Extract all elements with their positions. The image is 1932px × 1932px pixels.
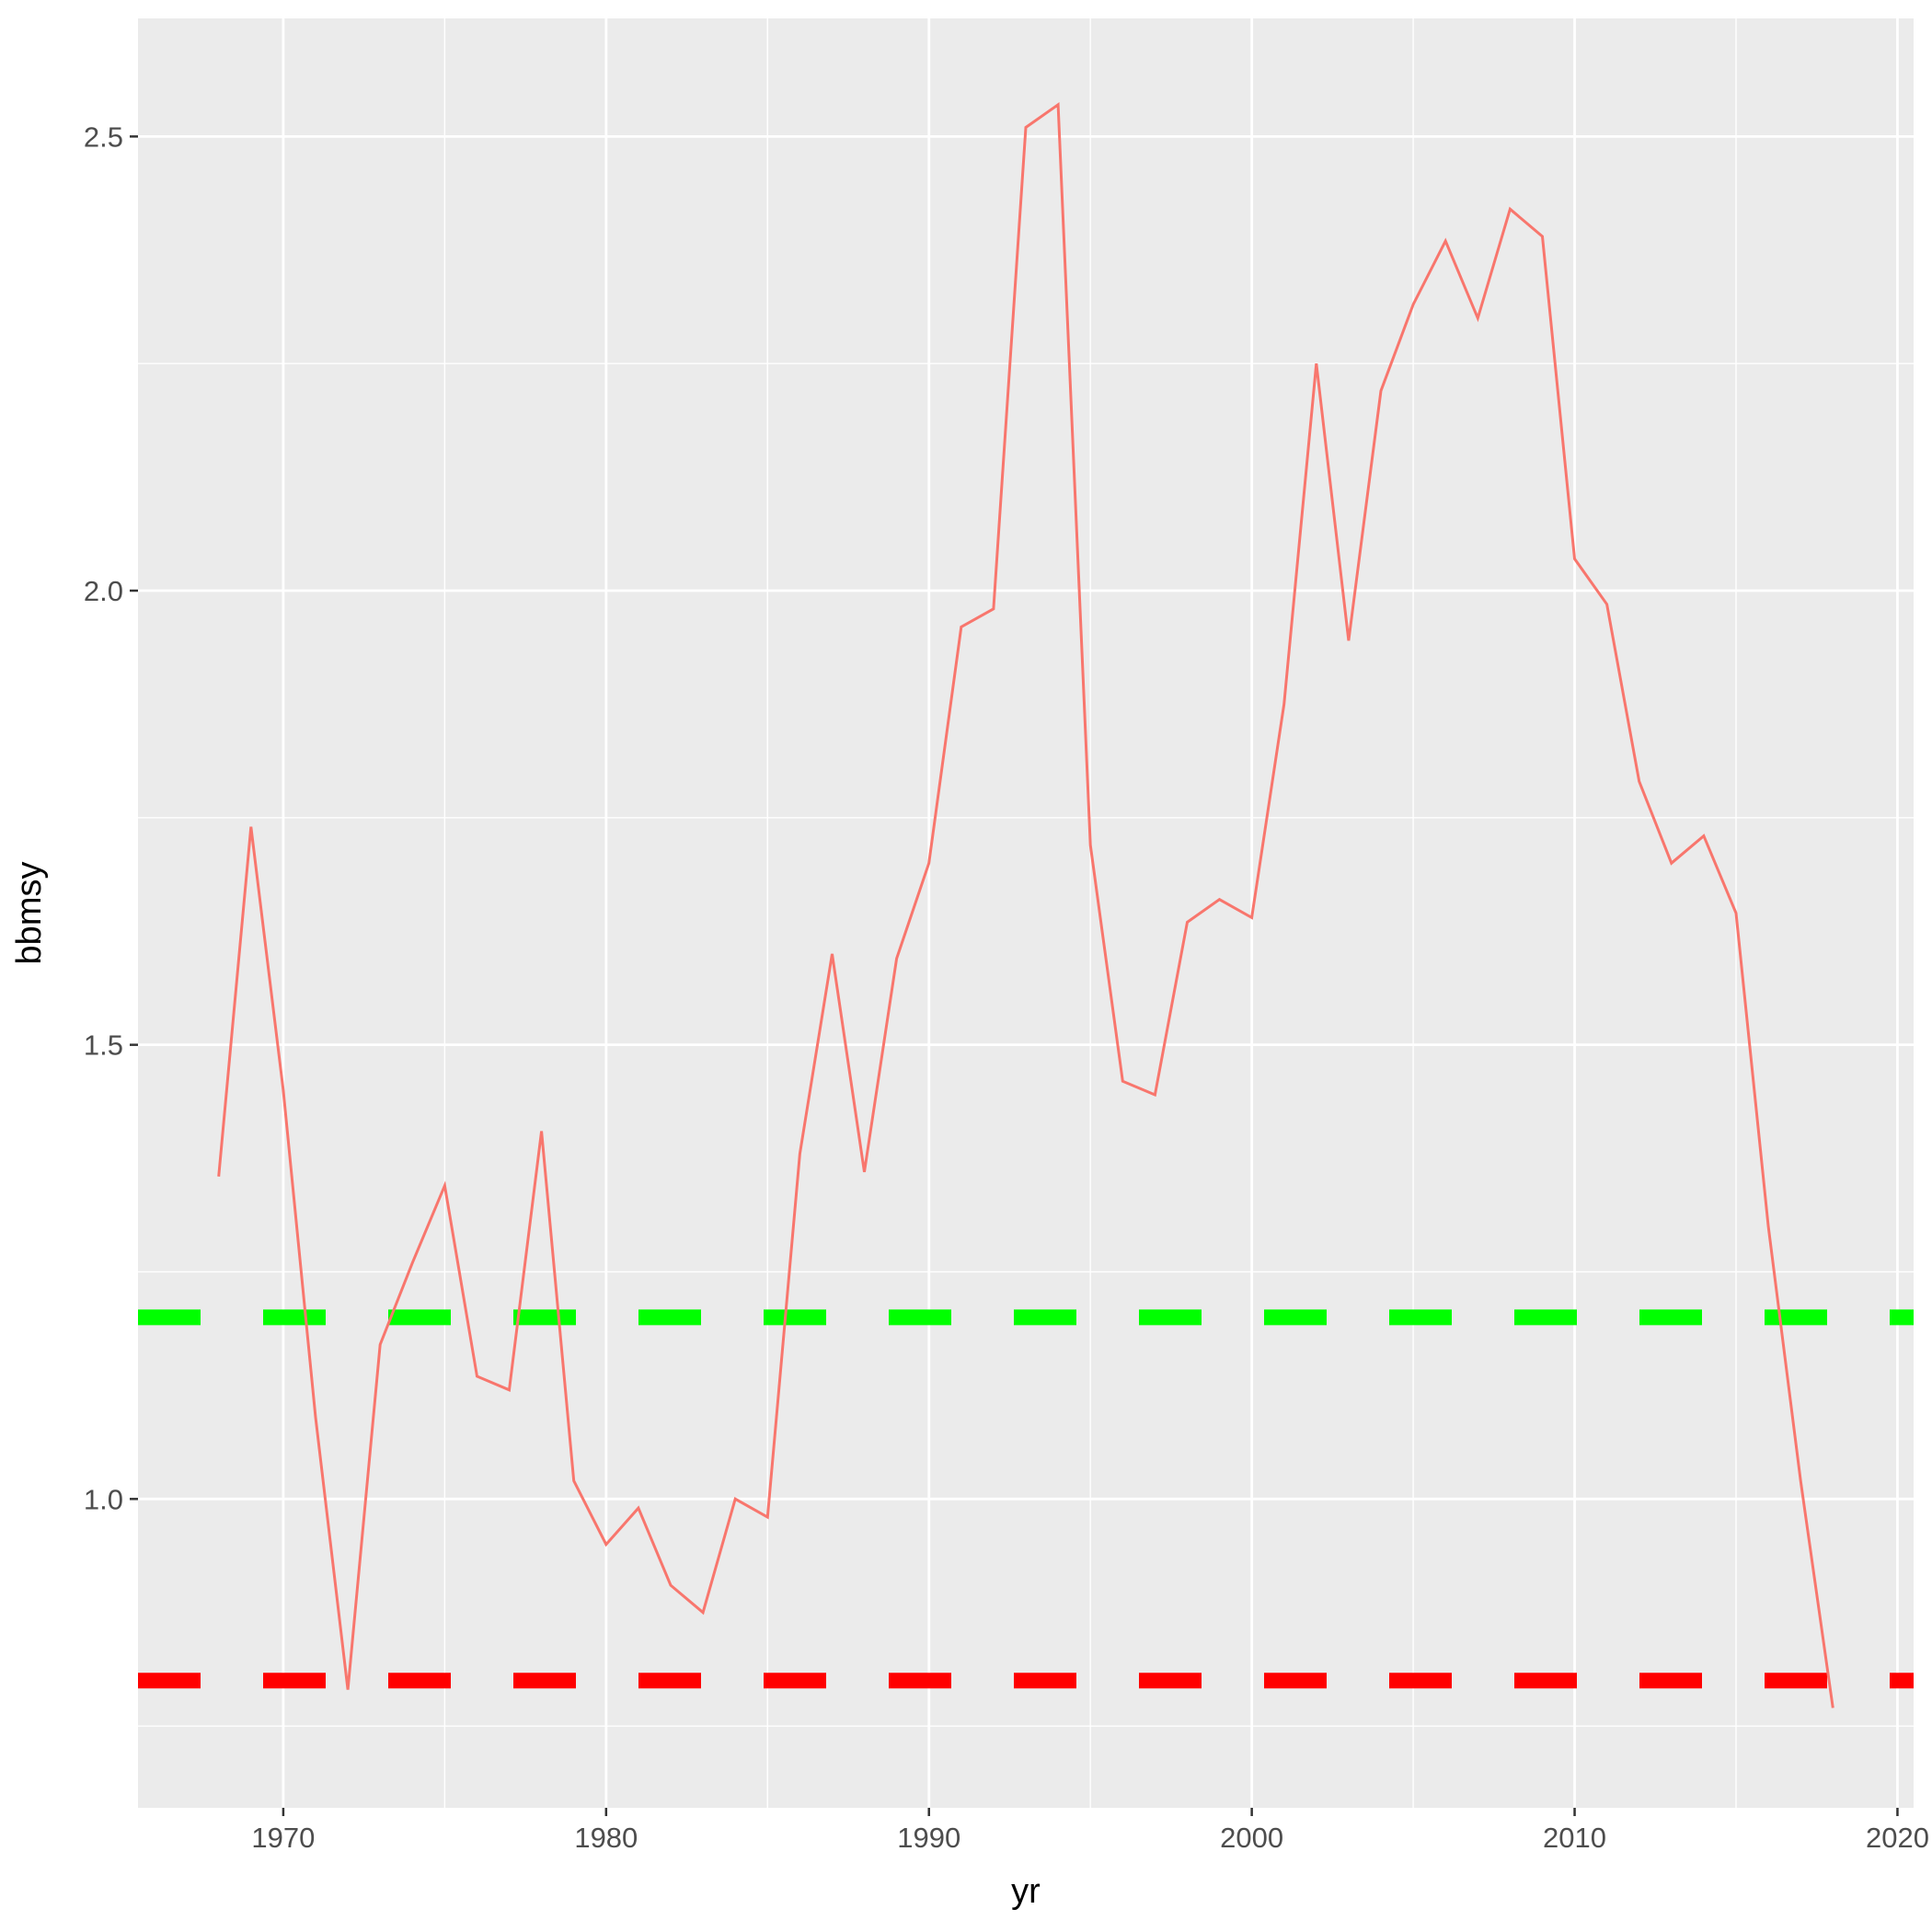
x-tick-label: 1970 [251, 1822, 315, 1854]
series-line-0 [217, 101, 1834, 1708]
y-tick-label: 1.5 [84, 1029, 123, 1062]
x-axis-title: yr [1011, 1872, 1041, 1911]
x-tick-labels: 1970 1980 1990 2000 2010 2020 [251, 1822, 1929, 1854]
y-axis-title: bbmsy [10, 862, 49, 965]
plot-panel [138, 18, 1914, 1808]
x-tick-label: 1990 [897, 1822, 960, 1854]
series-layer [217, 101, 1834, 1708]
reference-lines [138, 1309, 1914, 1689]
axis-ticks [130, 135, 1899, 1816]
x-tick-label: 2020 [1866, 1822, 1929, 1854]
y-tick-label: 1.0 [84, 1483, 123, 1515]
y-tick-label: 2.5 [84, 121, 123, 153]
x-tick-label: 1980 [574, 1822, 638, 1854]
y-tick-labels: 1.0 1.5 2.0 2.5 [84, 121, 123, 1515]
grid-major [138, 18, 1914, 1808]
x-tick-label: 2000 [1220, 1822, 1283, 1854]
y-tick-label: 2.0 [84, 575, 123, 607]
grid-minor [138, 18, 1914, 1808]
x-tick-label: 2010 [1543, 1822, 1606, 1854]
